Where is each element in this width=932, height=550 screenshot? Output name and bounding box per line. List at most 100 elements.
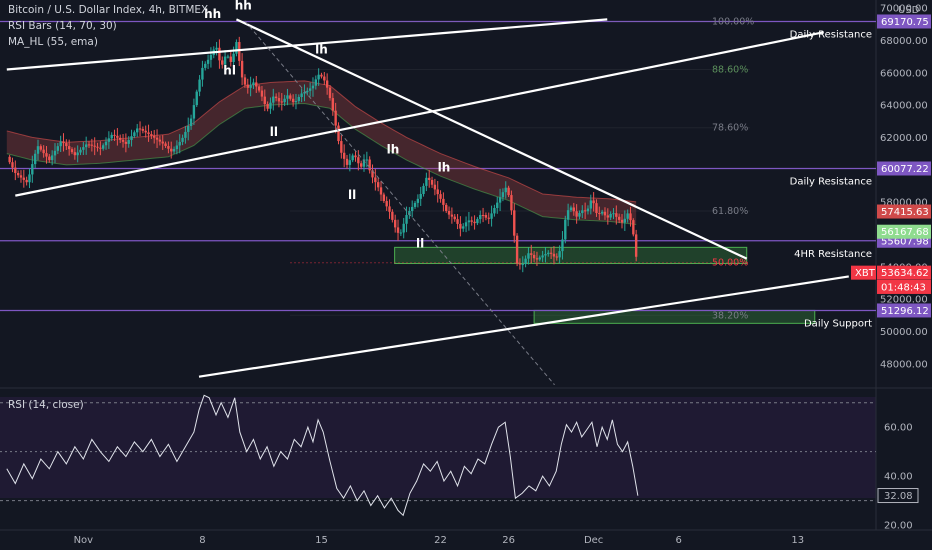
candle-body [39, 146, 43, 150]
candle-body [362, 159, 366, 167]
xbt-tag [851, 265, 876, 280]
candle-body [549, 252, 553, 254]
candle-body [439, 194, 442, 199]
candle-body [113, 134, 116, 136]
y-tick-label: 58000.00 [880, 198, 928, 209]
candle-body [50, 155, 54, 161]
candle-body [513, 210, 516, 236]
candle-body [198, 79, 201, 92]
annotation-lh-3: lh [315, 42, 328, 56]
price-tag-text-2: 53634.62 [881, 268, 929, 279]
candle-body [572, 207, 575, 212]
candle-body [603, 211, 607, 216]
candle-body [325, 80, 329, 88]
candle-body [473, 221, 476, 224]
trend-line-3[interactable] [198, 275, 849, 378]
candle-body [291, 98, 295, 103]
candle-body [286, 95, 289, 99]
candle-body [433, 184, 437, 190]
fib-label-5: 38.20% [712, 310, 748, 321]
candle-body [493, 208, 496, 214]
candle-body [600, 211, 604, 214]
trend-line-1[interactable] [15, 31, 824, 197]
candle-body [612, 213, 615, 215]
candle-body [484, 215, 488, 218]
candle-body [240, 60, 244, 78]
candle-body [476, 219, 479, 224]
candle-body [396, 227, 400, 233]
candle-body [445, 204, 448, 211]
y-tick-label: 66000.00 [880, 68, 928, 79]
fib-label-3: 61.80% [712, 206, 748, 217]
candle-body [297, 97, 301, 102]
candle-body [121, 139, 125, 142]
candle-body [371, 170, 374, 178]
candle-body [255, 82, 258, 87]
fib-label-0: 100.00% [712, 16, 754, 27]
candle-body [425, 177, 428, 186]
candle-body [167, 146, 170, 149]
candle-body [391, 211, 394, 220]
candle-body [430, 179, 434, 185]
candle-body [411, 206, 414, 211]
ma-band [6, 80, 637, 225]
annotation-lh-5: lh [387, 143, 400, 157]
symbol-title[interactable]: Bitcoin / U.S. Dollar Index, 4h, BITMEX [8, 4, 209, 16]
candle-body [178, 141, 181, 146]
candle-body [342, 152, 346, 159]
candle-body [209, 54, 213, 60]
candle-body [164, 143, 167, 147]
candle-body [592, 200, 595, 204]
candle-body [59, 141, 62, 147]
candle-body [181, 137, 184, 142]
candle-body [544, 254, 547, 256]
y-tick-label: 50000.00 [880, 327, 928, 338]
candle-body [260, 90, 264, 97]
candle-body [84, 144, 88, 148]
candle-body [42, 149, 45, 154]
candle-body [564, 219, 567, 240]
candle-body [277, 98, 281, 102]
candle-body [116, 135, 119, 138]
candle-body [620, 219, 624, 223]
indicator-ma-hl[interactable]: MA_HL (55, ema) [8, 36, 98, 48]
indicator-rsi-bars[interactable]: RSI Bars (14, 70, 30) [8, 20, 117, 32]
ma-lower-line [6, 102, 637, 226]
candle-body [56, 146, 60, 151]
candle-body [470, 220, 473, 222]
candle-body [340, 141, 343, 153]
candle-body [501, 192, 505, 198]
trend-line-0[interactable] [6, 18, 608, 71]
zone-0[interactable] [394, 246, 748, 265]
candle-body [141, 129, 145, 131]
candle-body [376, 182, 380, 188]
trend-line-2[interactable] [235, 18, 748, 260]
candle-body [33, 153, 37, 165]
fib-dashed-line[interactable] [244, 20, 555, 386]
candle-body [87, 144, 91, 146]
candle-body [107, 138, 111, 142]
zone-1[interactable] [533, 309, 816, 324]
candle-body [150, 134, 153, 136]
candle-body [235, 42, 238, 54]
candle-body [586, 208, 590, 212]
candle-body [538, 257, 541, 260]
candle-body [532, 254, 536, 259]
candle-body [583, 210, 587, 212]
candle-body [124, 141, 128, 144]
candle-body [187, 125, 190, 132]
price-tag-2 [877, 265, 931, 280]
candle-body [354, 155, 357, 158]
candle-body [487, 217, 490, 219]
x-tick-Nov: Nov [74, 535, 94, 546]
candle-body [385, 201, 388, 207]
candle-body [8, 156, 11, 163]
candle-body [289, 95, 292, 99]
candle-body [201, 67, 204, 80]
candle-body [515, 235, 519, 264]
candle-body [300, 93, 303, 97]
candle-body [323, 76, 326, 81]
candle-body [243, 77, 247, 85]
x-tick-13: 13 [791, 535, 804, 546]
